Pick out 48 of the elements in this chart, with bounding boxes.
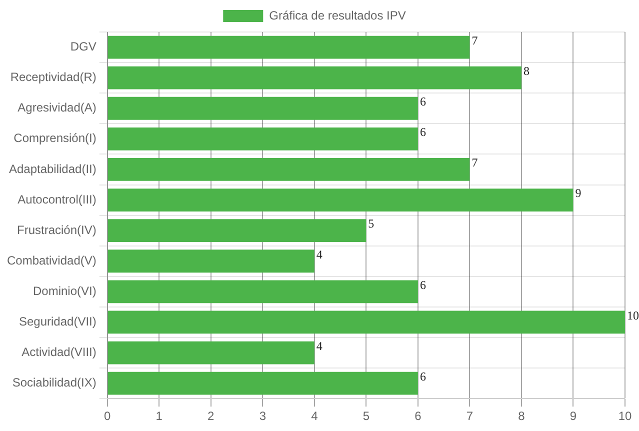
x-tick-label: 6 <box>414 409 422 424</box>
x-tick-label: 9 <box>570 409 577 424</box>
y-tick-label: Receptividad(R) <box>10 70 96 84</box>
y-tick-label: Agresividad(A) <box>18 100 96 115</box>
data-label: 6 <box>420 278 426 292</box>
bar <box>108 96 418 120</box>
bar <box>108 158 470 181</box>
y-tick-label: Frustración(IV) <box>17 222 96 237</box>
bar <box>108 127 418 150</box>
bar <box>108 188 574 212</box>
y-tick-label: Comprensión(I) <box>14 131 96 146</box>
y-tick-label: Autocontrol(III) <box>18 192 96 206</box>
y-tick-label: DGV <box>70 40 96 54</box>
data-label: 6 <box>420 369 426 384</box>
bar <box>108 372 418 395</box>
data-label: 6 <box>420 94 426 109</box>
bar <box>108 310 625 334</box>
y-tick-label: Dominio(VI) <box>33 284 96 298</box>
data-label: 8 <box>523 64 530 78</box>
x-tick-label: 7 <box>466 409 474 424</box>
x-tick-label: 0 <box>104 409 112 424</box>
data-label: 4 <box>316 338 322 353</box>
bar <box>108 36 470 59</box>
data-label: 7 <box>472 33 478 48</box>
x-tick-label: 1 <box>156 409 163 424</box>
data-label: 10 <box>627 308 639 322</box>
y-tick-label: Adaptabilidad(II) <box>8 162 96 176</box>
bar <box>108 341 314 364</box>
bar <box>108 66 522 90</box>
bar <box>108 280 418 304</box>
x-tick-label: 2 <box>208 409 215 424</box>
legend-label: Gráfica de resultados IPV <box>269 8 406 22</box>
bar <box>108 250 314 273</box>
x-tick-label: 4 <box>311 409 318 424</box>
data-label: 6 <box>420 125 426 140</box>
x-tick-label: 3 <box>259 409 266 424</box>
data-label: 7 <box>472 156 478 170</box>
y-tick-label: Seguridad(VII) <box>18 314 96 329</box>
data-label: 5 <box>368 216 374 231</box>
y-tick-label: Combatividad(V) <box>6 253 96 268</box>
data-label: 4 <box>316 247 322 262</box>
x-tick-label: 5 <box>362 409 370 424</box>
x-tick-label: 10 <box>618 409 632 424</box>
bar <box>108 219 366 242</box>
data-label: 9 <box>575 186 582 200</box>
x-tick-label: 8 <box>518 409 526 424</box>
y-tick-label: Actividad(VIII) <box>22 345 96 360</box>
y-tick-label: Sociabilidad(IX) <box>12 376 96 390</box>
